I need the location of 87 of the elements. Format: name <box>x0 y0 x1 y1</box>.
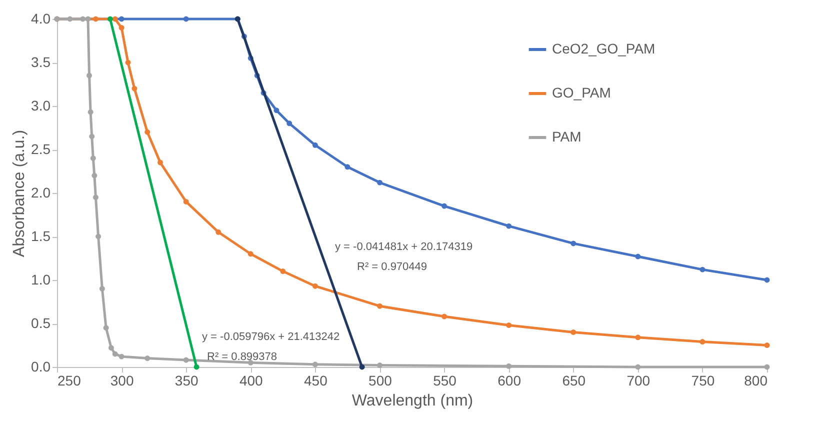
point <box>700 266 706 272</box>
annotation: y = -0.041481x + 20.174319 <box>335 241 473 253</box>
y-tick-label: 1.0 <box>31 272 51 288</box>
x-tick-label: 350 <box>174 372 198 388</box>
point <box>118 354 124 360</box>
x-tick-label: 500 <box>368 372 392 388</box>
x-tick-label: 600 <box>498 372 522 388</box>
annotation: y = -0.059796x + 21.413242 <box>202 331 340 343</box>
point <box>570 329 576 335</box>
point <box>158 160 164 166</box>
x-tick-label: 800 <box>744 372 768 388</box>
point <box>312 142 318 148</box>
point <box>216 229 222 235</box>
x-tick-label: 550 <box>433 372 457 388</box>
point <box>312 283 318 289</box>
point <box>506 223 512 229</box>
point <box>89 134 95 140</box>
point <box>376 180 382 186</box>
x-tick-label: 400 <box>239 372 264 388</box>
point <box>144 129 150 135</box>
point <box>506 363 512 369</box>
point <box>183 198 189 204</box>
point <box>248 251 254 257</box>
legend-label: PAM <box>552 128 582 144</box>
point <box>85 16 91 22</box>
point <box>764 277 770 283</box>
x-tick-label: 650 <box>562 372 586 388</box>
x-tick-label: 300 <box>110 372 134 388</box>
point <box>442 314 448 320</box>
point <box>112 351 118 357</box>
y-tick-label: 0.0 <box>31 358 51 374</box>
y-tick-label: 2.5 <box>31 141 51 157</box>
point <box>108 345 114 351</box>
legend-label: CeO2_GO_PAM <box>552 40 656 56</box>
point <box>183 357 189 363</box>
point <box>274 108 280 114</box>
point <box>764 364 770 370</box>
point <box>80 16 86 22</box>
y-tick-label: 4.0 <box>31 10 51 26</box>
point <box>312 362 318 368</box>
point <box>635 334 641 340</box>
annotation: R² = 0.970449 <box>357 261 428 273</box>
point <box>86 72 92 78</box>
point <box>88 109 94 115</box>
point <box>359 364 365 370</box>
point <box>67 16 73 22</box>
point <box>376 362 382 368</box>
point <box>90 155 96 161</box>
point <box>376 303 382 309</box>
y-tick-label: 3.5 <box>31 54 51 70</box>
x-tick-label: 250 <box>58 372 82 388</box>
point <box>107 16 113 22</box>
x-tick-label: 750 <box>691 372 715 388</box>
point <box>99 286 105 292</box>
point <box>92 172 98 178</box>
point <box>112 16 118 22</box>
point <box>92 194 98 200</box>
point <box>183 16 189 22</box>
point <box>92 16 98 22</box>
x-tick-label: 700 <box>626 372 650 388</box>
point <box>103 325 109 331</box>
point <box>118 16 124 22</box>
y-tick-label: 0.5 <box>31 315 51 331</box>
point <box>125 60 131 66</box>
point <box>194 364 200 370</box>
point <box>570 240 576 246</box>
point <box>96 234 102 240</box>
point <box>635 364 641 370</box>
point <box>635 254 641 260</box>
point <box>700 339 706 345</box>
point <box>506 322 512 328</box>
point <box>764 342 770 348</box>
y-tick-label: 3.0 <box>31 98 51 114</box>
point <box>132 86 138 92</box>
y-axis-title: Absorbance (a.u.) <box>11 130 28 258</box>
point <box>144 356 150 362</box>
point <box>118 24 124 30</box>
x-tick-label: 450 <box>304 372 328 388</box>
point <box>280 268 286 274</box>
y-tick-label: 2.0 <box>31 184 51 200</box>
legend-label: GO_PAM <box>552 84 611 100</box>
point <box>286 120 292 126</box>
x-axis-title: Wavelength (nm) <box>352 392 474 410</box>
y-tick-label: 1.5 <box>31 228 51 244</box>
point <box>442 203 448 209</box>
point <box>344 164 350 170</box>
annotation: R² = 0.899378 <box>207 351 278 363</box>
